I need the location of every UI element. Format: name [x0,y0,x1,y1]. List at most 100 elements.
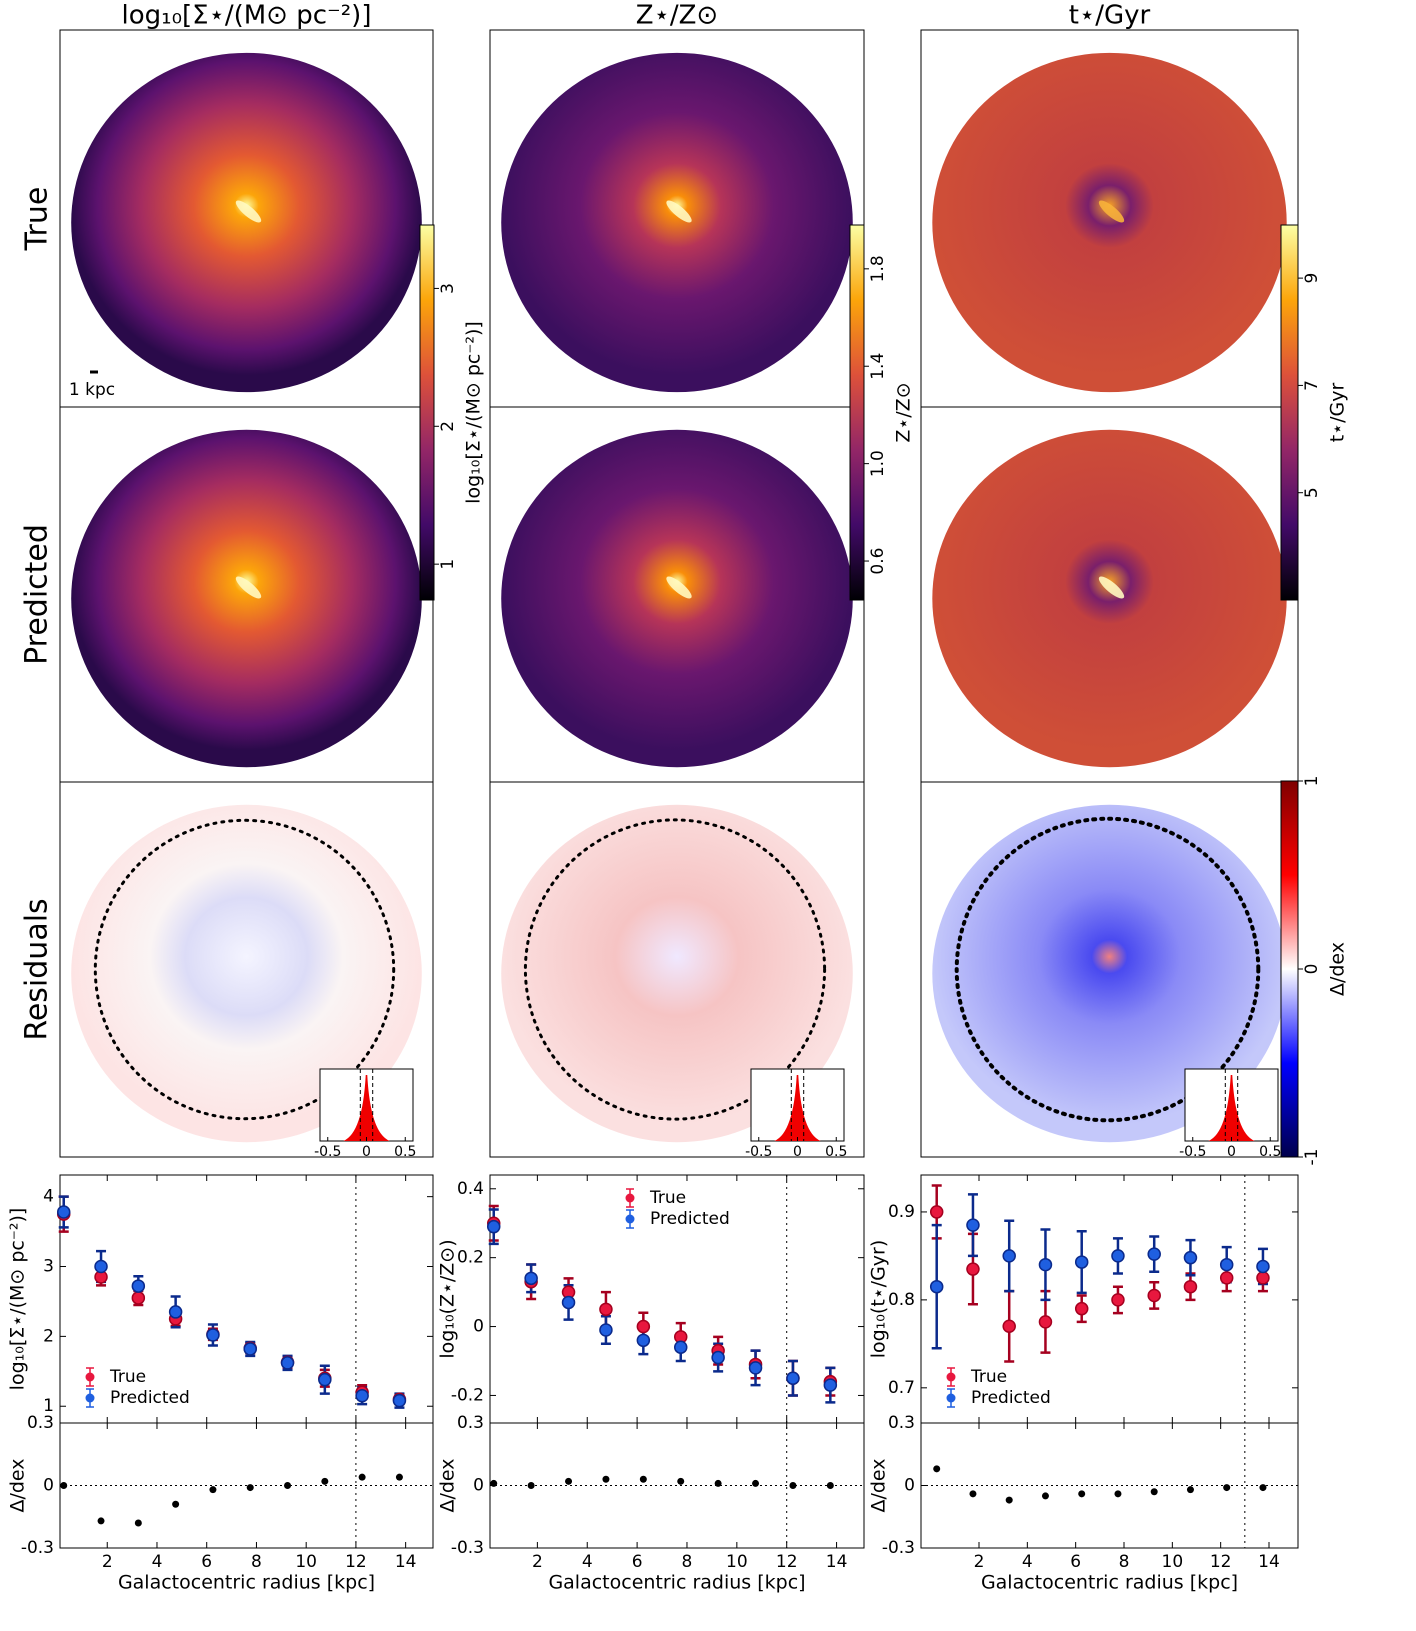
x-tick-label: 6 [632,1552,643,1572]
y-tick-label: 0.4 [457,1179,484,1199]
residual-y-tick-label: 0.3 [27,1413,54,1433]
y-axis-label: log₁₀[Σ⋆/(M⊙ pc⁻²)] [7,1208,29,1391]
data-point [1111,1293,1125,1307]
galaxy-map [71,804,422,1143]
inset-tick-label: -0.5 [314,1144,341,1160]
galaxy-map [501,429,853,768]
data-point [561,1295,576,1310]
x-tick-label: 2 [974,1552,985,1572]
data-point [1219,1271,1234,1285]
data-point [243,1342,257,1356]
residual-point [246,1484,254,1492]
colorbar-tick-label: 3 [438,283,458,294]
x-tick-label: 8 [251,1552,262,1572]
residual-point [714,1479,722,1487]
galaxy-bar [235,576,262,599]
colorbar [419,224,435,601]
data-point [966,1218,980,1232]
aperture-circle [954,816,1261,1123]
residual-point [1259,1484,1267,1492]
inset-tick-label: 0 [362,1144,371,1160]
aperture-circle [93,818,396,1121]
legend-marker [625,1214,635,1224]
x-axis-label: Galactocentric radius [kpc] [981,1572,1238,1594]
data-point [1038,1257,1053,1272]
data-point [94,1259,108,1274]
x-tick-label: 2 [532,1552,543,1572]
residual-point [527,1482,535,1489]
galaxy-bar [1098,200,1125,223]
residual-y-axis-label: Δ/dex [7,1458,29,1512]
data-point [599,1302,613,1317]
y-tick-label: 2 [43,1326,54,1346]
y-tick-label: 3 [43,1257,54,1277]
legend-label: True [649,1188,686,1208]
x-tick-label: 2 [102,1552,113,1572]
galaxy-bar [1098,576,1125,599]
colorbar [1280,780,1299,1158]
residual-point [969,1490,977,1498]
data-point [1002,1319,1016,1334]
residual-point [1150,1488,1158,1496]
colorbar-tick-label: 5 [1302,487,1322,498]
legend-marker [946,1372,956,1382]
residual-point [395,1473,403,1481]
inset-tick-label: -0.5 [745,1144,772,1160]
residual-point [752,1479,760,1487]
residual-point [639,1475,647,1483]
column-title: t⋆/Gyr [1069,1,1151,31]
legend-label: True [970,1367,1007,1387]
residual-y-tick-label: 0 [43,1476,54,1496]
data-point [1002,1249,1016,1263]
residual-point [677,1477,685,1485]
inset-tick-label: 0.5 [825,1144,847,1160]
data-point [1147,1247,1161,1261]
data-point [206,1328,220,1342]
galaxy-map [932,804,1287,1143]
data-point [1183,1279,1198,1294]
y-tick-label: 0.8 [888,1290,915,1310]
residual-point [1078,1490,1086,1498]
residual-point [60,1482,68,1489]
colorbar-tick-label: 0 [1302,964,1322,975]
x-tick-label: 4 [152,1552,163,1572]
y-tick-label: 0.7 [888,1378,915,1398]
residual-y-tick-label: 0.3 [457,1413,484,1433]
data-point [711,1350,725,1365]
residual-y-tick-label: 0.3 [888,1413,915,1433]
residual-point [826,1482,834,1489]
data-point [636,1319,651,1334]
y-tick-label: -0.2 [451,1385,484,1405]
y-axis-label: log₁₀(t⋆/Gyr) [868,1240,890,1359]
y-axis-label: log₁₀(Z⋆/Z⊙) [437,1239,459,1358]
x-tick-label: 10 [295,1552,317,1572]
legend-label: Predicted [971,1388,1051,1408]
x-tick-label: 12 [776,1552,798,1572]
galaxy-bar [666,576,692,599]
colorbar-tick-label: 1.4 [868,353,888,380]
galaxy-map [501,804,853,1143]
data-point [966,1262,980,1276]
data-point [318,1372,332,1387]
data-point [1256,1259,1270,1274]
residual-point [1005,1496,1013,1504]
inset-histogram [774,1075,821,1141]
x-tick-label: 10 [1162,1552,1184,1572]
data-point [929,1279,944,1294]
colorbar-tick-label: 7 [1302,380,1322,391]
x-tick-label: 12 [1210,1552,1232,1572]
galaxy-map [71,429,422,768]
y-tick-label: 1 [43,1396,54,1416]
data-point [486,1219,501,1234]
column-title: log₁₀[Σ⋆/(M⊙ pc⁻²)] [122,1,372,31]
x-tick-label: 4 [1022,1552,1033,1572]
residual-y-tick-label: 0 [473,1476,484,1496]
aperture-circle [523,818,827,1121]
legend-marker [625,1193,635,1203]
x-tick-label: 14 [826,1552,848,1572]
data-point [1074,1301,1089,1316]
data-point [1219,1257,1234,1272]
residual-point [1186,1486,1194,1494]
data-point [392,1393,407,1408]
